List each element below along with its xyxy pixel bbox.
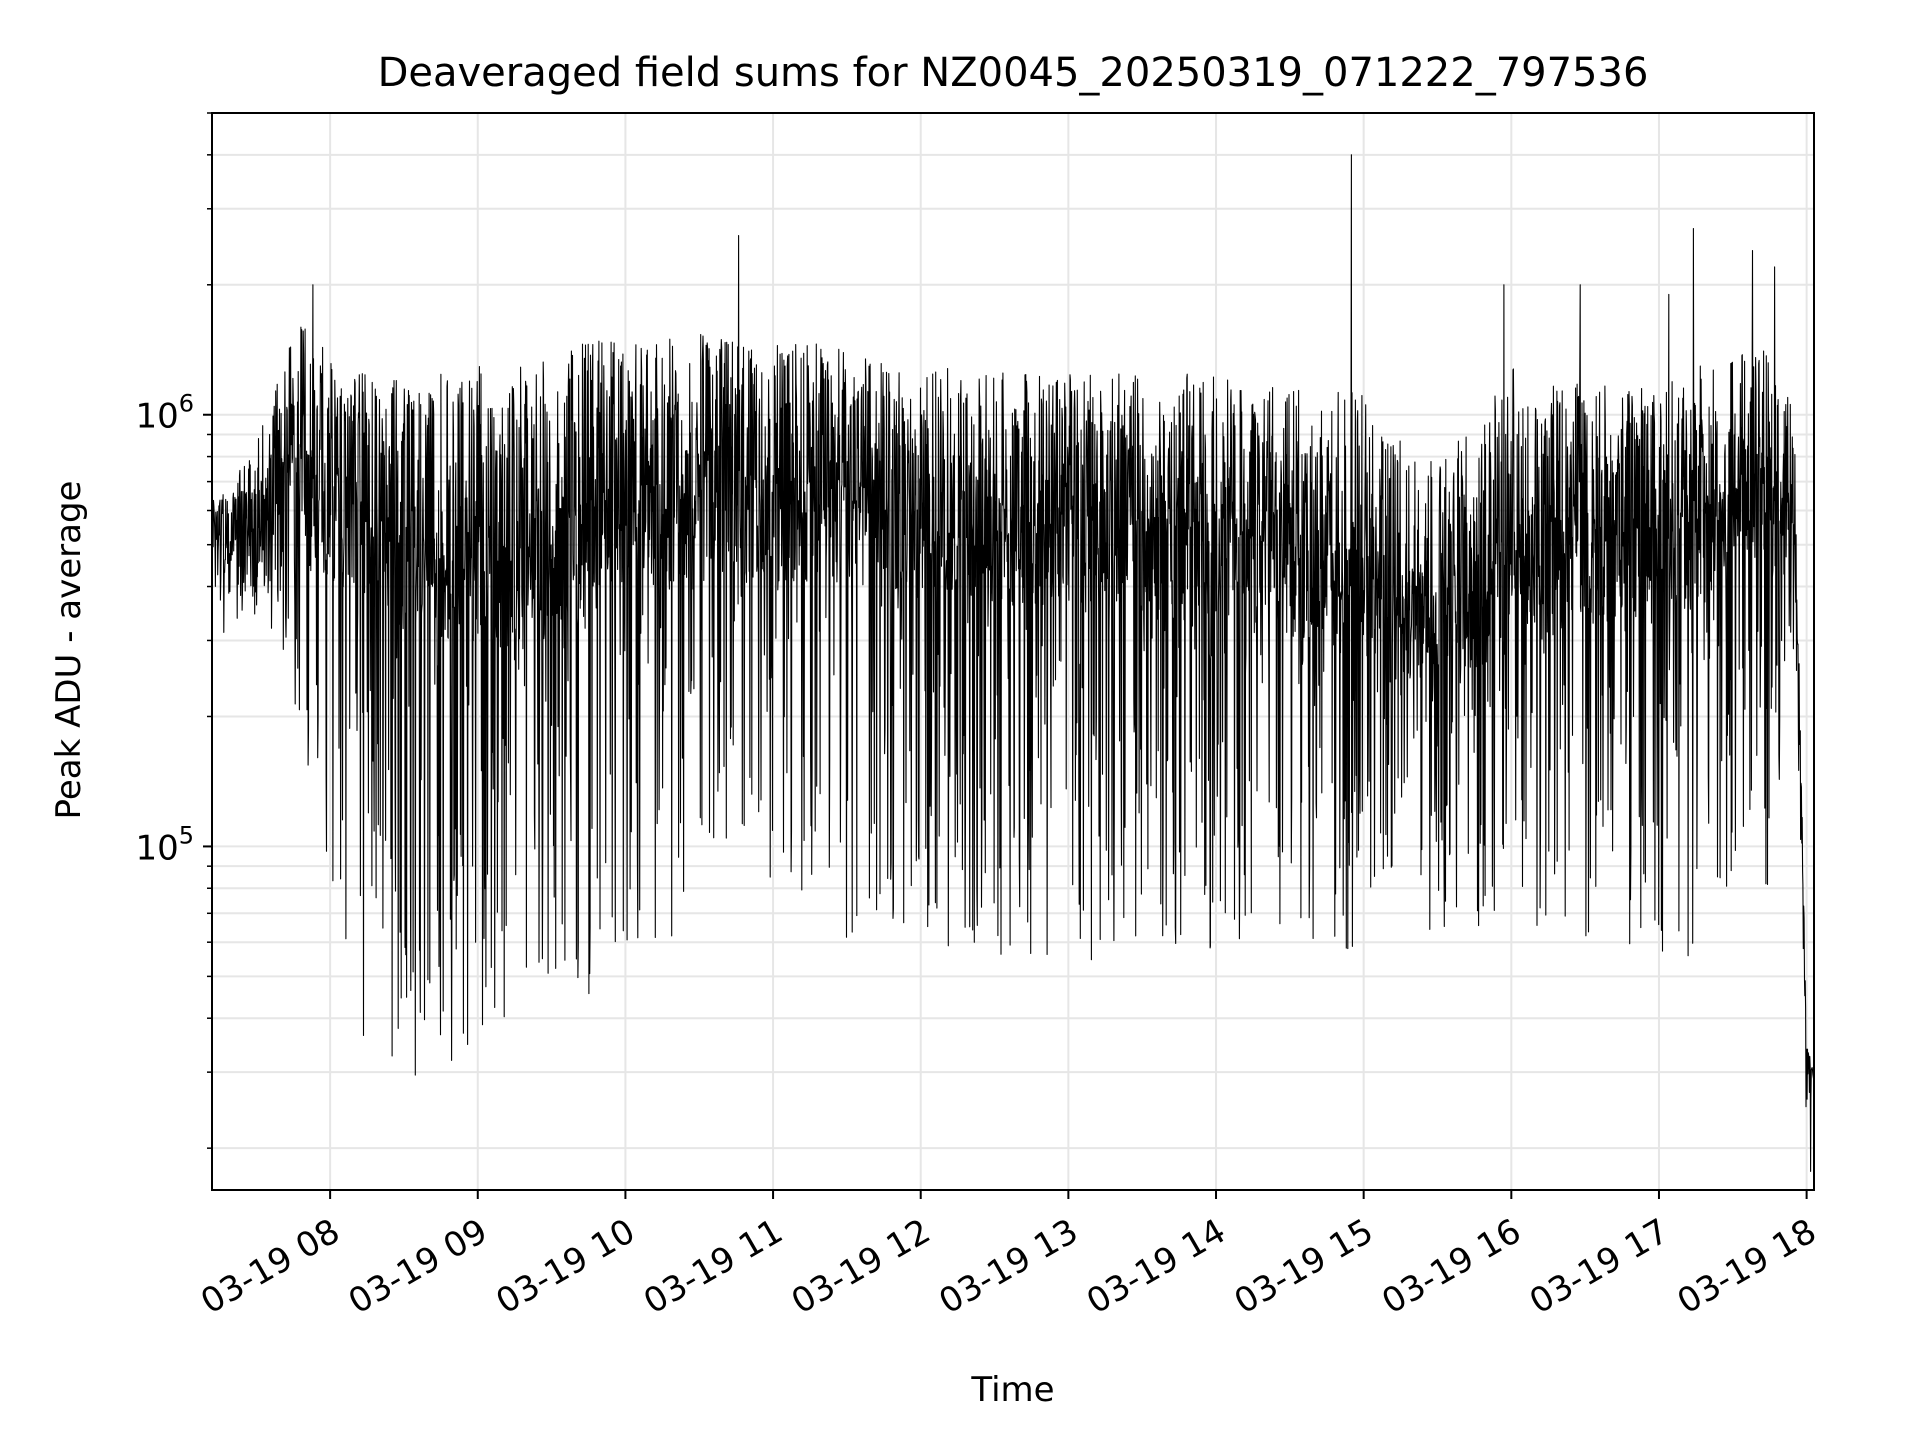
plot-frame [211, 112, 1815, 1191]
x-axis-label: Time [970, 1370, 1054, 1410]
grid-major [212, 113, 1814, 1190]
series-group [212, 154, 1814, 1172]
y-axis-label: Peak ADU - average [49, 481, 89, 820]
chart-title: Deaveraged field sums for NZ0045_2025031… [378, 50, 1649, 96]
series-line [212, 154, 1814, 1172]
y-tick-label: 105 [135, 821, 194, 868]
y-axis: 105 106 [135, 112, 212, 1149]
plot-area [212, 154, 1814, 1172]
y-tick-label: 106 [135, 390, 194, 437]
